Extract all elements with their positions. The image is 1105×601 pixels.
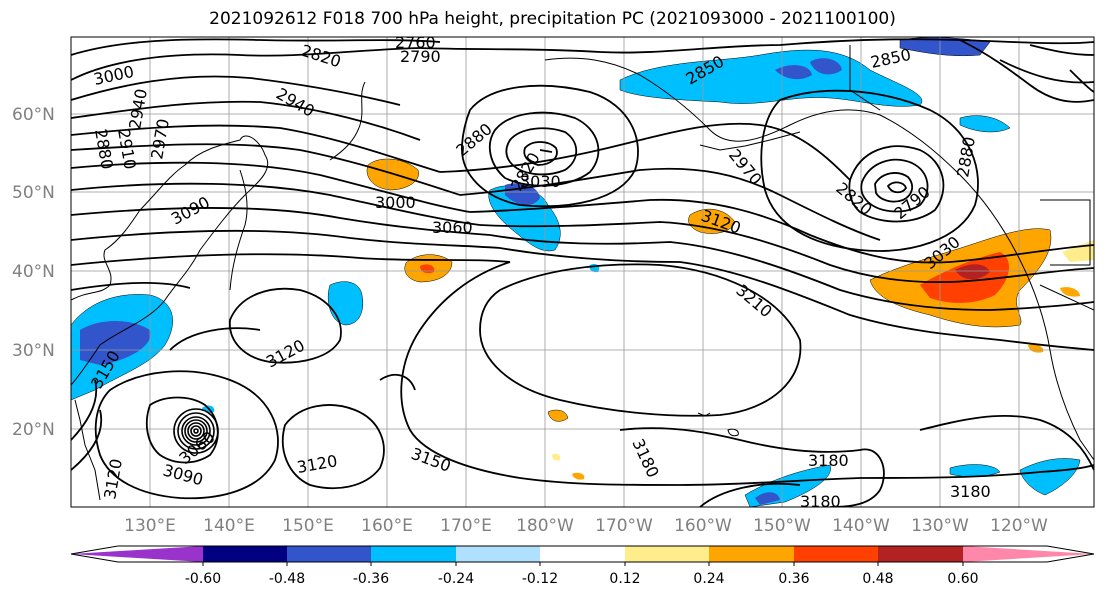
colorbar-segment (456, 546, 540, 562)
contour-label: 3120 (295, 451, 338, 477)
lon-label: 170°W (595, 516, 653, 536)
colorbar-outline (70, 545, 1095, 563)
contour-label: 3180 (808, 451, 849, 470)
contour-label: 2760 (395, 33, 436, 52)
contour-label: 2940 (125, 87, 151, 130)
latitude-labels: 60°N 50°N 40°N 30°N 20°N (12, 105, 55, 440)
lon-label: 130°W (911, 516, 969, 536)
lat-label: 40°N (12, 262, 55, 282)
colorbar-segment (203, 546, 287, 562)
lon-label: 170°E (440, 516, 492, 536)
map-title: 2021092612 F018 700 hPa height, precipit… (209, 9, 896, 29)
colorbar-segments (71, 546, 1094, 562)
contour-label: 2820 (299, 41, 344, 72)
height-contours (71, 38, 1094, 507)
colorbar-tick-label: 0.60 (947, 571, 978, 587)
contour-label: 3030 (520, 172, 561, 191)
contour-label: 2970 (147, 117, 173, 160)
contour-label: 2880 (452, 119, 495, 160)
lon-label: 140°E (203, 516, 255, 536)
contour-label: 3210 (732, 281, 775, 322)
lon-label: 120°W (990, 516, 1048, 536)
contour-label: 2850 (869, 45, 913, 72)
colorbar-segment (794, 546, 878, 562)
colorbar-segment (371, 546, 456, 562)
contour-label: 3150 (409, 444, 454, 476)
lat-label: 50°N (12, 183, 55, 203)
contour-label: 3090 (168, 193, 213, 229)
colorbar-tick-label: -0.48 (269, 571, 305, 587)
colorbar-segment (625, 546, 709, 562)
contour-label: 3000 (375, 193, 416, 212)
colorbar-tick-label: 0.36 (778, 571, 809, 587)
colorbar-segment (878, 546, 963, 562)
contour-label: 3060 (432, 218, 473, 237)
contour-label: 3180 (628, 436, 662, 481)
lon-label: 140°W (832, 516, 890, 536)
contour-label: 2790 (400, 47, 441, 66)
colorbar-tick-labels: -0.60 -0.48 -0.36 -0.24 -0.12 0.12 0.24 … (185, 571, 979, 587)
longitude-labels: 130°E 140°E 150°E 160°E 170°E 180°W 170°… (124, 516, 1048, 536)
lon-label: 160°E (361, 516, 413, 536)
lon-label: 150°W (753, 516, 811, 536)
colorbar-tick-label: -0.12 (522, 571, 558, 587)
contour-label: 2970 (725, 145, 766, 188)
colorbar-tick-label: -0.24 (438, 571, 474, 587)
lon-label: 160°W (674, 516, 732, 536)
colorbar-segment (540, 546, 625, 562)
colorbar-ticks (202, 562, 964, 566)
lon-label: 130°E (124, 516, 176, 536)
colorbar-tick-label: 0.48 (862, 571, 893, 587)
contour-label: 2880 (953, 135, 979, 178)
precip-positive-shading (366, 158, 1094, 480)
contour-label: 2880 (91, 127, 117, 170)
coastlines (71, 45, 1094, 501)
contour-label: 3120 (263, 336, 308, 372)
colorbar-tick-label: 0.24 (693, 571, 724, 587)
map-area: 3000 2880 2910 2940 2970 2820 2760 2790 … (71, 33, 1094, 511)
lat-label: 20°N (12, 420, 55, 440)
colorbar-tick-label: 0.12 (609, 571, 640, 587)
colorbar-segment (287, 546, 371, 562)
lat-label: 60°N (12, 105, 55, 125)
lon-label: 180°W (516, 516, 574, 536)
colorbar-segment (71, 546, 203, 562)
colorbar-segment (709, 546, 794, 562)
colorbar-tick-label: -0.36 (353, 571, 389, 587)
cyclone-contours (173, 408, 219, 454)
colorbar-tick-label: -0.60 (185, 571, 221, 587)
contour-label: 3180 (950, 482, 991, 501)
contour-label: 2820 (832, 179, 875, 220)
contour-label: 2940 (273, 84, 318, 121)
colorbar: -0.60 -0.48 -0.36 -0.24 -0.12 0.12 0.24 … (70, 545, 1095, 587)
contour-label: 3180 (800, 492, 841, 511)
lat-label: 30°N (12, 341, 55, 361)
contour-label: 3090 (161, 461, 205, 490)
map-frame (70, 36, 1095, 508)
colorbar-segment (963, 546, 1094, 562)
lon-label: 150°E (282, 516, 334, 536)
